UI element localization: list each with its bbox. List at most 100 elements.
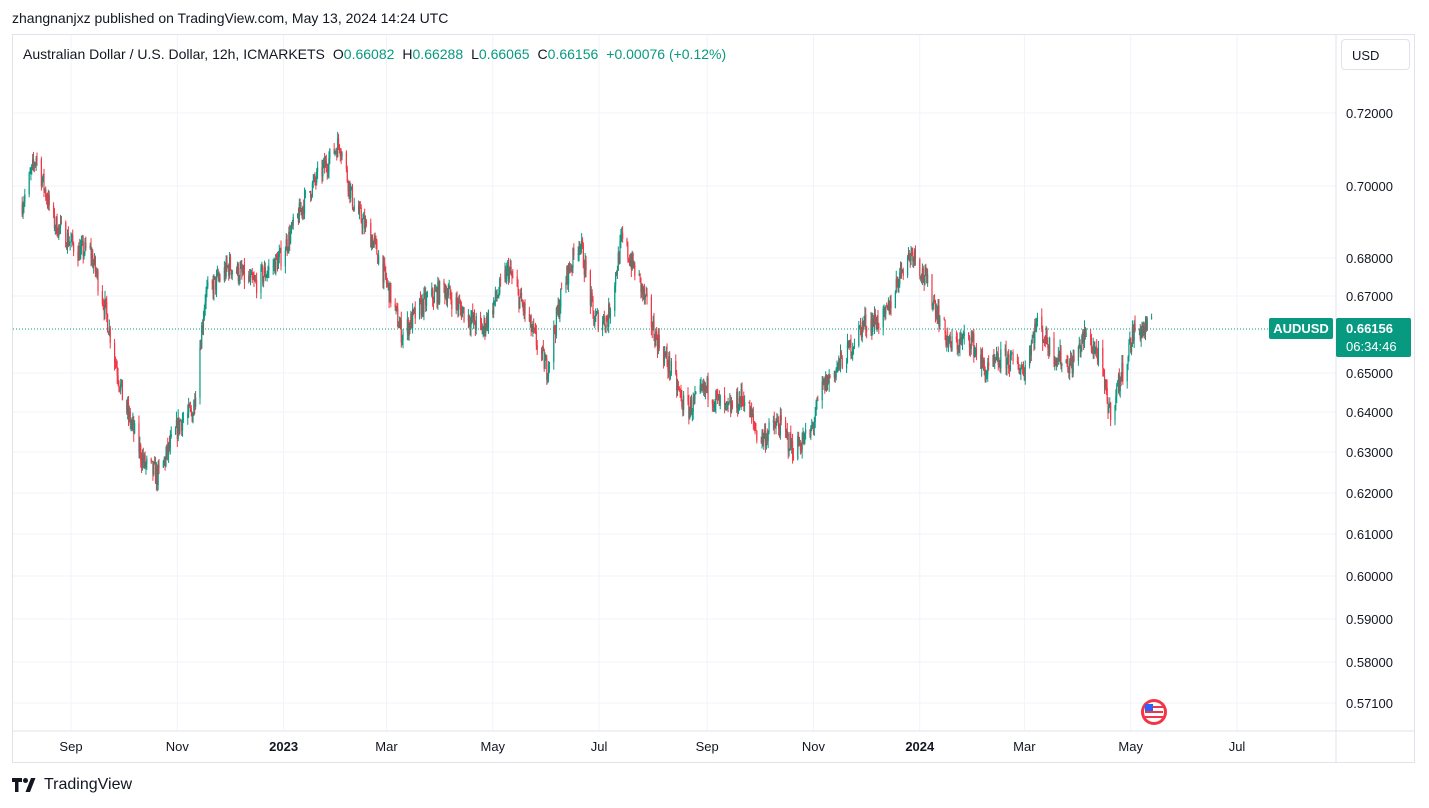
candle-body [471,311,473,319]
candle [274,258,276,274]
candle [1133,320,1135,349]
candle [693,393,695,406]
candle-body [1128,343,1130,357]
candle [1071,355,1073,378]
candle-body [547,376,549,380]
candle-body [386,283,388,285]
candle [987,358,989,382]
candle [643,283,646,305]
candle [336,147,338,161]
candle-body [201,325,204,329]
candle [1033,330,1035,351]
us-flag-icon[interactable] [1141,699,1167,725]
candle-body [91,254,93,259]
candle-body [345,152,347,169]
candle [763,432,765,450]
candle-body [825,375,828,391]
candle [139,436,141,459]
candle [1108,403,1110,414]
currency-button[interactable]: USD [1341,39,1410,70]
candle-body [337,138,340,145]
candle-body [382,255,384,283]
candle [1055,357,1057,367]
candle-body [981,355,983,369]
candle [41,176,43,188]
candle [885,305,887,320]
candle-body [644,295,646,299]
candle [1022,361,1025,377]
candle-body [740,389,742,404]
candle-body [983,360,985,370]
candle-body [1130,337,1132,352]
chart-frame[interactable] [12,34,1415,763]
candle-body [44,189,46,191]
candle-body [499,278,501,294]
candle [530,314,532,337]
candle-body [494,290,496,301]
candle-body [126,400,128,413]
candle-body [712,404,714,408]
candle [58,224,60,240]
candle-body [533,324,535,329]
candle [278,244,280,264]
candle-body [829,375,831,378]
candle-body [692,396,694,412]
candle-body [813,421,815,428]
candle-body [870,319,872,332]
time-axis[interactable]: Sep Nov 2023 Mar May Jul Sep Nov 2024 Mar May Jul [13,35,1415,763]
candle [444,283,446,305]
candle [642,283,644,302]
tradingview-brand[interactable]: TradingView [12,776,132,794]
candle [907,247,910,261]
candle [473,309,476,325]
candle-body [945,333,947,346]
candle [547,360,550,383]
candle-body [351,186,354,208]
candle-body [788,450,790,452]
candle [390,282,392,308]
candle-body [680,391,682,395]
candle-body [536,345,538,350]
candle-body [1059,347,1061,362]
candle [107,331,110,335]
candle-body [1107,401,1109,414]
candle-body [520,292,522,297]
price-axis[interactable]: 0.720000.700000.680000.670000.650000.640… [1346,106,1393,711]
candle-body [714,404,716,407]
candle-body [642,288,645,294]
candle [754,421,756,435]
candle [601,315,604,337]
candle-body [32,159,35,165]
candle [327,163,329,178]
candle [60,215,63,225]
candle [309,191,311,193]
candle-body [104,298,106,314]
candle [774,421,776,429]
candle-body [435,288,437,291]
candle [668,352,670,378]
candle-body [66,233,69,249]
candle-body [79,246,81,260]
candle-body [1030,343,1032,356]
candle-body [1021,366,1023,368]
candle-body [938,306,940,327]
candle [737,403,740,415]
candle [364,215,367,233]
candle-body [129,411,131,425]
candle [263,260,266,278]
candle [407,317,409,341]
candle-body [902,269,904,276]
candle [973,328,975,363]
candle-body [1094,349,1096,354]
candle-body [253,279,255,281]
candle [155,462,158,491]
candle-body [980,354,982,369]
candle-body [641,284,643,292]
candle-body [617,252,619,271]
candle-body [1070,358,1073,363]
candle-body [1096,352,1099,362]
candle-body [314,175,316,181]
candle [557,297,559,317]
candle [528,306,530,323]
